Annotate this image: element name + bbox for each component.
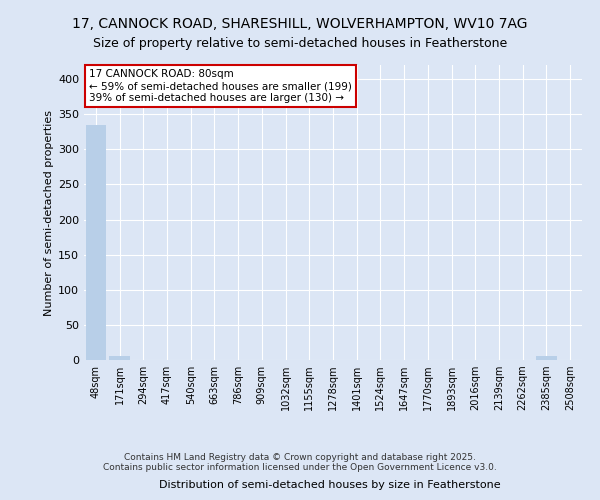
Text: Contains HM Land Registry data © Crown copyright and database right 2025.
Contai: Contains HM Land Registry data © Crown c… — [103, 453, 497, 472]
Text: Distribution of semi-detached houses by size in Featherstone: Distribution of semi-detached houses by … — [159, 480, 501, 490]
Bar — [536, 356, 557, 360]
Text: 17 CANNOCK ROAD: 80sqm
← 59% of semi-detached houses are smaller (199)
39% of se: 17 CANNOCK ROAD: 80sqm ← 59% of semi-det… — [89, 70, 352, 102]
Y-axis label: Number of semi-detached properties: Number of semi-detached properties — [44, 110, 54, 316]
Bar — [86, 124, 106, 360]
Bar — [109, 356, 130, 360]
Text: 17, CANNOCK ROAD, SHARESHILL, WOLVERHAMPTON, WV10 7AG: 17, CANNOCK ROAD, SHARESHILL, WOLVERHAMP… — [72, 18, 528, 32]
Text: Size of property relative to semi-detached houses in Featherstone: Size of property relative to semi-detach… — [93, 38, 507, 51]
